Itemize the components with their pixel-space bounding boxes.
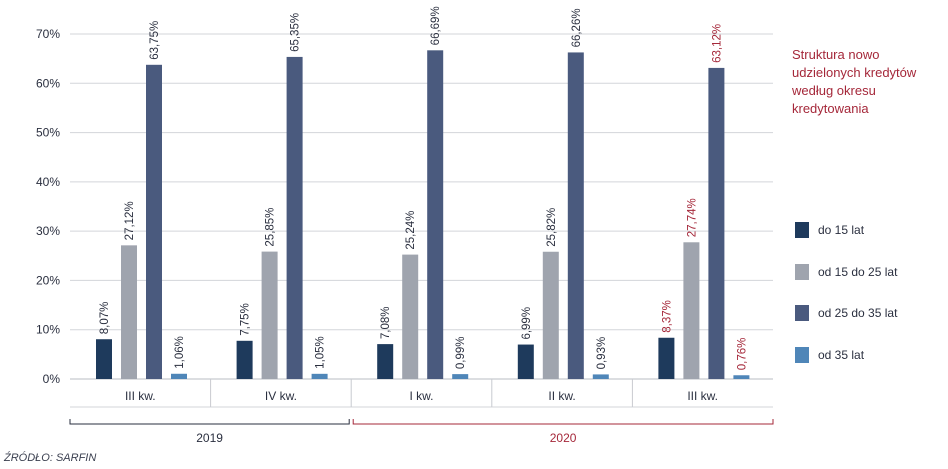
bar xyxy=(427,50,444,380)
legend-item: od 15 do 25 lat xyxy=(795,263,898,280)
y-axis-ticks: 0% 10% 20% 30% 40% 50% 60% 70% xyxy=(36,27,60,386)
legend-label: od 15 do 25 lat xyxy=(818,264,898,279)
year-label: 2019 xyxy=(196,431,223,445)
year-bracket xyxy=(352,419,774,425)
legend-item: od 35 lat xyxy=(795,346,897,363)
bar xyxy=(452,374,469,379)
bar-value-label: 63,12% xyxy=(711,24,723,63)
bar-value-label: 8,07% xyxy=(99,302,111,335)
bar xyxy=(121,245,137,379)
bar xyxy=(592,374,609,379)
bar-value-label: 66,69% xyxy=(430,6,442,45)
year-label: 2020 xyxy=(550,431,577,445)
bar-value-label: 0,99% xyxy=(455,337,467,370)
bar-value-label: 25,24% xyxy=(405,211,417,250)
source-note: ŹRÓDŁO: SARFIN xyxy=(4,452,97,464)
bar xyxy=(311,373,328,379)
bar-value-label: 6,99% xyxy=(521,307,533,340)
legend-swatch xyxy=(795,263,809,280)
year-bracket xyxy=(69,419,350,425)
y-tick-label: 10% xyxy=(36,323,60,337)
bars xyxy=(96,50,750,380)
legend: do 15 lat od 15 do 25 lat od 25 do 35 lat o… xyxy=(795,222,897,388)
bar-value-label: 7,08% xyxy=(380,306,392,339)
legend-label: do 15 lat xyxy=(818,223,865,237)
legend-item: do 15 lat xyxy=(795,222,897,238)
bar-value-label: 7,75% xyxy=(240,303,252,336)
bar-value-label: 63,75% xyxy=(149,21,161,60)
y-tick-label: 60% xyxy=(36,76,60,90)
category-label: I kw. xyxy=(409,389,433,403)
bar xyxy=(261,251,278,379)
category-label: III kw. xyxy=(687,389,718,403)
x-axis: III kw. IV kw. I kw. II kw. III kw. 2019 2020 xyxy=(69,379,774,445)
bar-value-label: 1,05% xyxy=(315,336,327,369)
grid-lines xyxy=(70,33,773,380)
legend-swatch xyxy=(795,222,809,238)
bar xyxy=(542,251,559,379)
bar-value-label: 66,26% xyxy=(571,8,583,47)
y-tick-label: 40% xyxy=(36,175,60,189)
bar-value-label: 25,85% xyxy=(265,208,277,247)
bar-value-label: 1,06% xyxy=(174,336,186,369)
bar-labels: 8,07% 7,75% 7,08% 6,99% 8,37% 27,12% 25,85% 25,… xyxy=(99,6,748,370)
chart-title: Struktura nowo udzielonych kredytów wedł… xyxy=(792,47,917,116)
y-tick-label: 70% xyxy=(36,27,60,41)
bar xyxy=(171,373,187,379)
bar xyxy=(286,56,303,380)
category-label: III kw. xyxy=(125,389,156,403)
bar-value-label: 27,74% xyxy=(686,198,698,237)
category-label: II kw. xyxy=(548,389,575,403)
bar-value-label: 0,93% xyxy=(596,337,608,370)
bar xyxy=(683,242,700,379)
y-tick-label: 30% xyxy=(36,224,60,238)
legend-label: od 35 lat xyxy=(818,347,865,362)
bar-value-label: 27,12% xyxy=(124,201,136,240)
bar xyxy=(236,340,253,379)
bar xyxy=(517,344,534,379)
bar xyxy=(377,344,394,379)
bar-value-label: 0,76% xyxy=(736,338,748,371)
bar xyxy=(733,375,750,379)
y-tick-label: 20% xyxy=(36,273,60,287)
bar xyxy=(96,339,112,379)
bar xyxy=(708,67,725,379)
y-tick-label: 0% xyxy=(43,372,61,386)
bar xyxy=(567,52,584,379)
y-tick-label: 50% xyxy=(36,126,60,140)
legend-label: od 25 do 35 lat xyxy=(818,306,898,320)
bar-value-label: 65,35% xyxy=(290,13,302,52)
legend-swatch xyxy=(795,305,809,321)
bar xyxy=(658,337,675,379)
category-label: IV kw. xyxy=(265,389,297,403)
bar xyxy=(146,64,162,379)
bar xyxy=(402,254,419,379)
bar-value-label: 8,37% xyxy=(661,300,673,333)
bar-value-label: 25,82% xyxy=(546,208,558,247)
legend-item: od 25 do 35 lat xyxy=(795,305,897,321)
legend-swatch xyxy=(795,346,809,363)
